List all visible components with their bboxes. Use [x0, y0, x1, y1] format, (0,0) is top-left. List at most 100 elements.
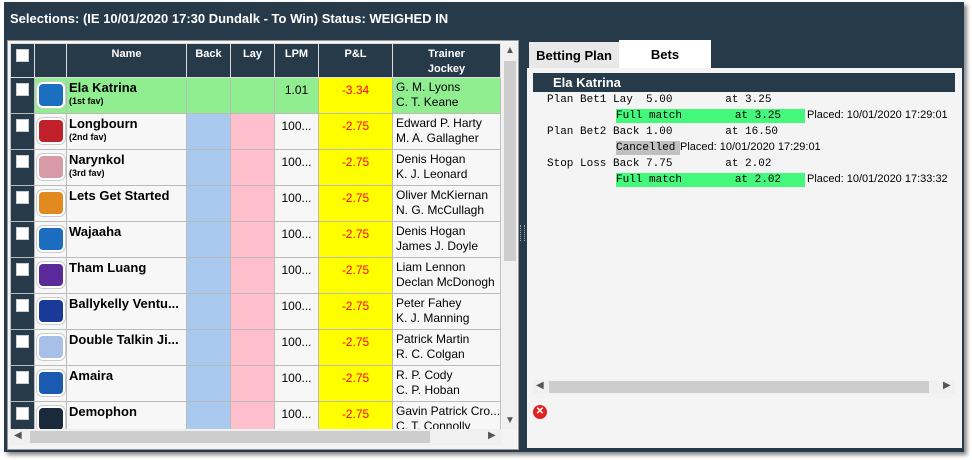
panel-splitter[interactable]: [520, 225, 525, 241]
horizontal-scrollbar[interactable]: ◀ ▶: [10, 429, 502, 445]
bet-line: Cancelled: [616, 141, 680, 155]
runner-row[interactable]: Ballykelly Ventu... 100... -2.75 Peter F…: [10, 293, 502, 330]
bet-line: Stop Loss Back 7.75 at 2.02: [547, 158, 772, 170]
bet-line: Full match at 3.25: [616, 109, 805, 123]
back-cell[interactable]: [186, 77, 231, 114]
bets-panel: Ela Katrina Plan Bet1 Lay 5.00 at 3.25 Pl…: [527, 68, 962, 448]
runner-row[interactable]: Amaira 100... -2.75 R. P. Cody C. P. Hoba…: [10, 365, 502, 402]
row-checkbox[interactable]: [16, 227, 29, 240]
runner-row[interactable]: Narynkol (3rd fav) 100... -2.75 Denis Hog…: [10, 149, 502, 186]
trainer-label: Trainer: [428, 48, 465, 60]
row-checkbox[interactable]: [16, 83, 29, 96]
scroll-right-icon[interactable]: ▶: [488, 430, 496, 441]
runner-row[interactable]: Tham Luang 100... -2.75 Liam Lennon Decla…: [10, 257, 502, 294]
select-all-header[interactable]: [10, 43, 35, 78]
row-select-cell[interactable]: [10, 149, 35, 186]
lay-cell[interactable]: [230, 257, 275, 294]
row-checkbox[interactable]: [16, 371, 29, 384]
bets-scroll-thumb[interactable]: [549, 381, 929, 393]
name-header[interactable]: Name: [66, 43, 187, 78]
lay-cell[interactable]: [230, 185, 275, 222]
back-cell[interactable]: [186, 185, 231, 222]
silk-cell: [34, 185, 67, 222]
lay-cell[interactable]: [230, 329, 275, 366]
bets-runner-header: Ela Katrina: [533, 73, 955, 92]
trainer: Denis Hogan: [396, 224, 466, 238]
scroll-left-icon[interactable]: ◀: [14, 430, 22, 441]
row-checkbox[interactable]: [16, 407, 29, 420]
row-checkbox[interactable]: [16, 119, 29, 132]
back-cell[interactable]: [186, 365, 231, 402]
row-select-cell[interactable]: [10, 185, 35, 222]
runner-name-cell[interactable]: Ela Katrina (1st fav): [66, 77, 187, 114]
runner-name-cell[interactable]: Wajaaha: [66, 221, 187, 258]
runner-row[interactable]: Longbourn (2nd fav) 100... -2.75 Edward P…: [10, 113, 502, 150]
back-cell[interactable]: [186, 293, 231, 330]
row-select-cell[interactable]: [10, 77, 35, 114]
horizontal-scroll-thumb[interactable]: [30, 431, 430, 443]
runner-name-cell[interactable]: Lets Get Started: [66, 185, 187, 222]
row-checkbox[interactable]: [16, 263, 29, 276]
runner-name-cell[interactable]: Narynkol (3rd fav): [66, 149, 187, 186]
back-cell[interactable]: [186, 113, 231, 150]
trainer-jockey-header[interactable]: Trainer Jockey: [391, 43, 502, 78]
vertical-scroll-thumb[interactable]: [504, 61, 516, 261]
lay-cell[interactable]: [230, 365, 275, 402]
lpm-cell: 1.01: [274, 77, 319, 114]
lpm-header[interactable]: LPM: [274, 43, 319, 78]
runner-name-cell[interactable]: Ballykelly Ventu...: [66, 293, 187, 330]
back-cell[interactable]: [186, 329, 231, 366]
runner-name: Double Talkin Ji...: [69, 332, 179, 347]
fav-label: (1st fav): [69, 96, 104, 106]
bet-line: Full match at 2.02: [616, 173, 805, 187]
back-cell[interactable]: [186, 221, 231, 258]
row-checkbox[interactable]: [16, 191, 29, 204]
back-header[interactable]: Back: [186, 43, 231, 78]
scroll-left-icon[interactable]: ◀: [536, 380, 544, 391]
row-checkbox[interactable]: [16, 155, 29, 168]
lay-cell[interactable]: [230, 221, 275, 258]
lay-cell[interactable]: [230, 149, 275, 186]
lay-cell[interactable]: [230, 293, 275, 330]
vertical-scrollbar[interactable]: ▲ ▼: [502, 43, 517, 429]
row-select-cell[interactable]: [10, 113, 35, 150]
row-checkbox[interactable]: [16, 299, 29, 312]
lay-cell[interactable]: [230, 77, 275, 114]
pnl-cell: -2.75: [318, 221, 393, 258]
bets-horizontal-scrollbar[interactable]: ◀ ▶: [533, 380, 955, 394]
lay-header[interactable]: Lay: [230, 43, 275, 78]
scroll-right-icon[interactable]: ▶: [943, 380, 951, 391]
scroll-up-icon[interactable]: ▲: [505, 45, 515, 56]
runner-name-cell[interactable]: Tham Luang: [66, 257, 187, 294]
pnl-header[interactable]: P&L: [318, 43, 393, 78]
tab-bets[interactable]: Bets: [619, 40, 711, 68]
row-select-cell[interactable]: [10, 329, 35, 366]
cancel-bets-icon[interactable]: ✕: [533, 405, 547, 419]
trainer: Denis Hogan: [396, 152, 466, 166]
runner-name-cell[interactable]: Longbourn (2nd fav): [66, 113, 187, 150]
runner-name-cell[interactable]: Amaira: [66, 365, 187, 402]
back-cell[interactable]: [186, 257, 231, 294]
silk-cell: [34, 149, 67, 186]
row-select-cell[interactable]: [10, 257, 35, 294]
pnl-cell: -2.75: [318, 329, 393, 366]
scroll-down-icon[interactable]: ▼: [505, 415, 515, 426]
lay-cell[interactable]: [230, 113, 275, 150]
runner-row[interactable]: Ela Katrina (1st fav) 1.01 -3.34 G. M. Ly…: [10, 77, 502, 114]
row-select-cell[interactable]: [10, 365, 35, 402]
runner-row[interactable]: Lets Get Started 100... -2.75 Oliver McK…: [10, 185, 502, 222]
pnl-cell: -2.75: [318, 149, 393, 186]
back-cell[interactable]: [186, 149, 231, 186]
silk-cell: [34, 329, 67, 366]
tab-betting-plan[interactable]: Betting Plan: [529, 42, 619, 68]
runner-name-cell[interactable]: Double Talkin Ji...: [66, 329, 187, 366]
jockey: Declan McDonogh: [396, 275, 495, 289]
row-checkbox[interactable]: [16, 335, 29, 348]
pnl-cell: -2.75: [318, 365, 393, 402]
row-select-cell[interactable]: [10, 221, 35, 258]
row-select-cell[interactable]: [10, 293, 35, 330]
runner-row[interactable]: Wajaaha 100... -2.75 Denis Hogan James J.…: [10, 221, 502, 258]
runner-row[interactable]: Double Talkin Ji... 100... -2.75 Patrick…: [10, 329, 502, 366]
select-all-checkbox[interactable]: [16, 49, 29, 62]
bet-line: Plan Bet1 Lay 5.00 at 3.25: [547, 94, 772, 106]
